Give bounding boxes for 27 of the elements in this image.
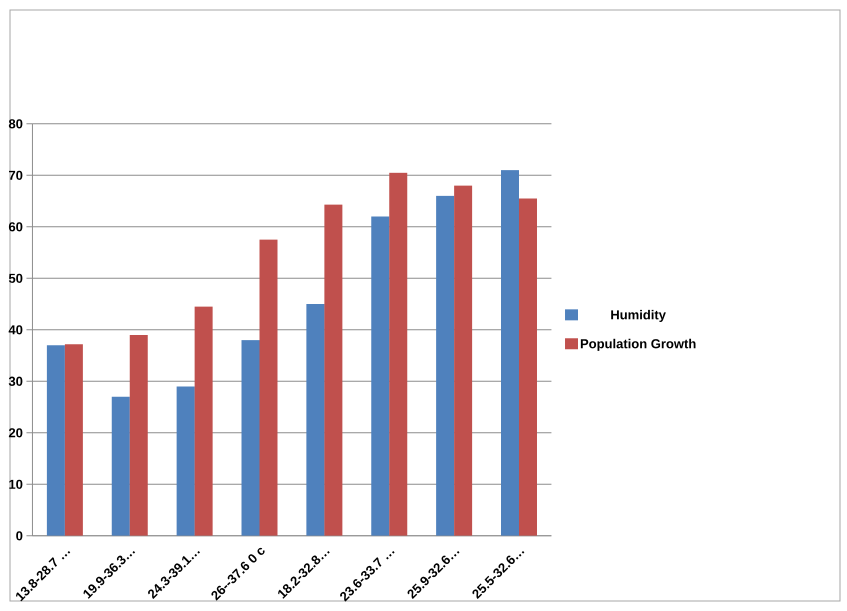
- bar: [389, 172, 408, 536]
- bar: [112, 396, 130, 536]
- bar: [176, 386, 195, 536]
- bar: [518, 198, 537, 536]
- bar: [371, 216, 390, 536]
- bar: [500, 170, 519, 536]
- legend-label: Population Growth: [580, 338, 696, 351]
- y-tick-label: 50: [8, 274, 22, 283]
- y-tick-label: 0: [16, 531, 22, 540]
- text: Humidity: [611, 310, 666, 322]
- bar: [436, 196, 454, 536]
- bar: [242, 340, 260, 536]
- bar: [454, 186, 472, 536]
- bar: [260, 240, 278, 536]
- y-tick-label: 40: [8, 325, 22, 334]
- y-tick-label: 10: [9, 480, 22, 489]
- y-tick-label: 20: [8, 428, 22, 438]
- y-tick-label: 80: [8, 119, 22, 128]
- bar: [324, 204, 342, 536]
- y-tick-label: 70: [9, 170, 22, 180]
- bar: [130, 334, 148, 536]
- bar: [194, 306, 213, 536]
- y-tick-label: 30: [8, 376, 22, 386]
- y-tick-label: 60: [8, 222, 22, 232]
- bar: [64, 344, 83, 536]
- bar: [306, 304, 324, 536]
- bar: [46, 345, 65, 536]
